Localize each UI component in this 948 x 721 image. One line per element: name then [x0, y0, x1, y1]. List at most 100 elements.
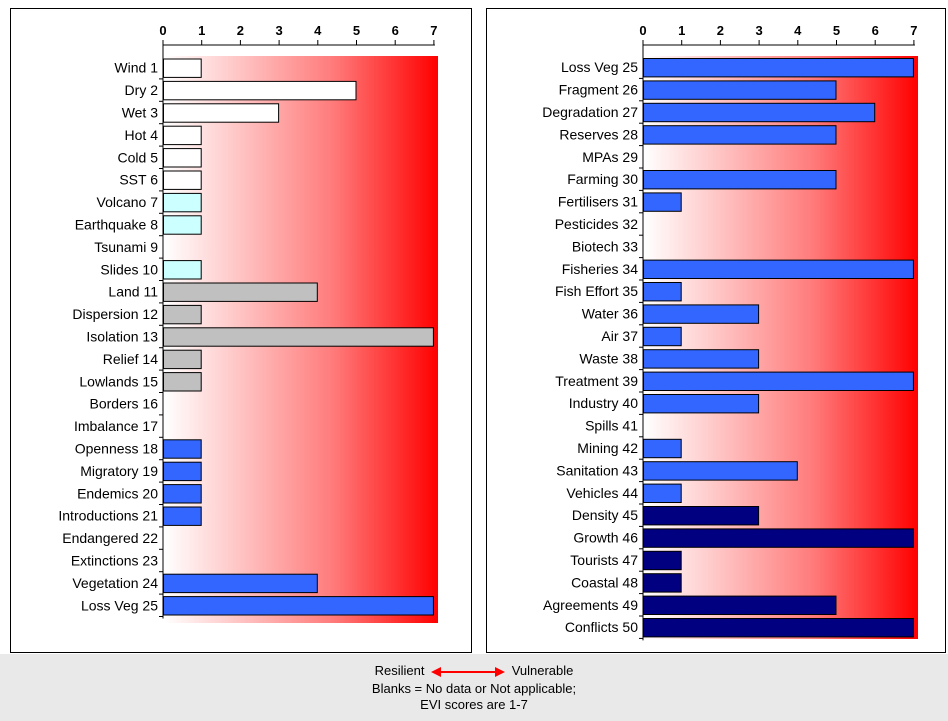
left-category-label: Earthquake 8 [75, 217, 158, 233]
right-category-label: Pesticides 32 [555, 216, 638, 232]
left-bar [163, 103, 280, 123]
left-x-tick-label: 2 [237, 23, 244, 38]
right-category-label: Vehicles 44 [566, 485, 638, 501]
left-bar [163, 125, 202, 146]
right-category-label: Reserves 28 [559, 126, 638, 142]
left-x-tick-label: 7 [430, 23, 437, 38]
right-category-label: Agreements 49 [543, 597, 638, 613]
right-category-label: Tourists 47 [570, 552, 638, 568]
right-category-label: Degradation 27 [542, 104, 638, 120]
right-category-label: Growth 46 [573, 530, 638, 546]
right-category-label: Mining 42 [577, 440, 638, 456]
right-category-label: Fisheries 34 [562, 261, 638, 277]
left-bar [163, 148, 202, 168]
right-bar [643, 304, 760, 324]
right-x-tick-label: 3 [755, 23, 762, 38]
left-bar [163, 304, 202, 325]
right-category-label: Waste 38 [579, 350, 638, 366]
left-category-label: Endangered 22 [62, 530, 158, 546]
left-category-label: Hot 4 [125, 127, 159, 143]
right-bar [643, 102, 876, 123]
left-category-labels: Wind 1 Dry 2 Wet 3 Hot 4 Cold 5 SST 6 Volcano … [58, 60, 158, 614]
left-category-label: Relief 14 [103, 351, 158, 367]
left-category-label: Imbalance 17 [74, 418, 158, 434]
right-category-label: Fertilisers 31 [558, 194, 638, 210]
right-bar [643, 506, 760, 526]
right-x-tick-label: 6 [872, 23, 879, 38]
left-category-label: Land 11 [108, 284, 158, 300]
left-category-label: Endemics 20 [77, 485, 158, 501]
left-bar [163, 170, 202, 190]
right-category-label: Treatment 39 [555, 373, 638, 389]
right-bar [643, 170, 837, 190]
left-bar [163, 282, 318, 302]
legend-footer: Resilient Vulnerable Blanks = No data or… [0, 654, 948, 721]
left-category-label: Wet 3 [122, 105, 159, 121]
right-bar [643, 80, 837, 100]
left-bar [163, 80, 357, 101]
right-bar [643, 461, 798, 481]
left-category-label: Lowlands 15 [79, 373, 158, 389]
left-category-label: Vegetation 24 [72, 575, 158, 591]
right-bars [643, 58, 914, 638]
left-category-label: Tsunami 9 [94, 239, 158, 255]
right-bar [643, 438, 682, 459]
right-category-label: Density 45 [572, 507, 638, 523]
right-category-label: Fish Effort 35 [555, 283, 638, 299]
right-bar [643, 192, 682, 212]
left-bar [163, 506, 202, 526]
left-bar [163, 461, 202, 482]
right-category-label: Air 37 [601, 328, 638, 344]
resilient-label: Resilient [374, 663, 425, 678]
left-category-label: Slides 10 [100, 261, 158, 277]
right-category-label: Loss Veg 25 [561, 59, 638, 75]
left-category-label: Introductions 21 [58, 508, 158, 524]
left-category-label: Dry 2 [125, 82, 159, 98]
right-x-tick-label: 0 [639, 23, 646, 38]
left-category-label: Extinctions 23 [71, 553, 158, 569]
left-bar [163, 215, 202, 235]
right-category-label: Conflicts 50 [565, 619, 638, 635]
score-range-note: EVI scores are 1-7 [420, 697, 528, 712]
left-bar [163, 327, 434, 347]
resilience-legend: Resilient Vulnerable [0, 663, 948, 679]
right-category-label: Biotech 33 [572, 238, 638, 254]
right-bar [643, 483, 682, 504]
left-category-label: Wind 1 [114, 60, 158, 76]
left-x-tick-label: 3 [275, 23, 282, 38]
right-chart-panel: 0 1 2 3 4 5 6 7 Loss Veg 25 Fragment 26 Degradati… [486, 8, 946, 653]
right-category-label: Spills 41 [585, 418, 638, 434]
left-category-label: Volcano 7 [97, 194, 159, 210]
double-arrow-icon [431, 666, 506, 677]
right-x-tick-label: 4 [794, 23, 802, 38]
right-category-label: Coastal 48 [571, 574, 638, 590]
right-bar [643, 550, 682, 571]
blanks-note: Blanks = No data or Not applicable; [371, 681, 577, 696]
right-bar [643, 618, 914, 638]
left-bar [163, 484, 202, 504]
right-x-tick-label: 2 [717, 23, 724, 38]
left-category-label: SST 6 [119, 172, 158, 188]
left-bar [163, 573, 318, 594]
left-chart-panel: 0 1 2 3 4 5 6 7 Wind 1 Dry 2 Wet 3 Hot 4 Cold 5 SST … [10, 8, 472, 653]
left-category-label: Dispersion 12 [72, 306, 158, 322]
right-bar [643, 573, 682, 593]
right-bar [643, 326, 682, 347]
left-category-label: Cold 5 [118, 149, 159, 165]
right-bar [643, 371, 914, 392]
right-bar [643, 282, 682, 302]
left-bar [163, 439, 202, 459]
right-bar [643, 259, 914, 280]
right-category-label: Sanitation 43 [556, 462, 638, 478]
left-bar [163, 349, 202, 370]
right-bar [643, 125, 837, 145]
left-category-label: Borders 16 [90, 396, 159, 412]
left-bar [163, 372, 202, 392]
left-bar [163, 192, 202, 213]
right-bar [643, 528, 914, 548]
left-x-tick-label: 5 [353, 23, 360, 38]
left-category-label: Loss Veg 25 [81, 597, 158, 613]
left-bar [163, 58, 202, 78]
left-x-tick-label: 1 [198, 23, 205, 38]
left-category-label: Migratory 19 [80, 463, 158, 479]
